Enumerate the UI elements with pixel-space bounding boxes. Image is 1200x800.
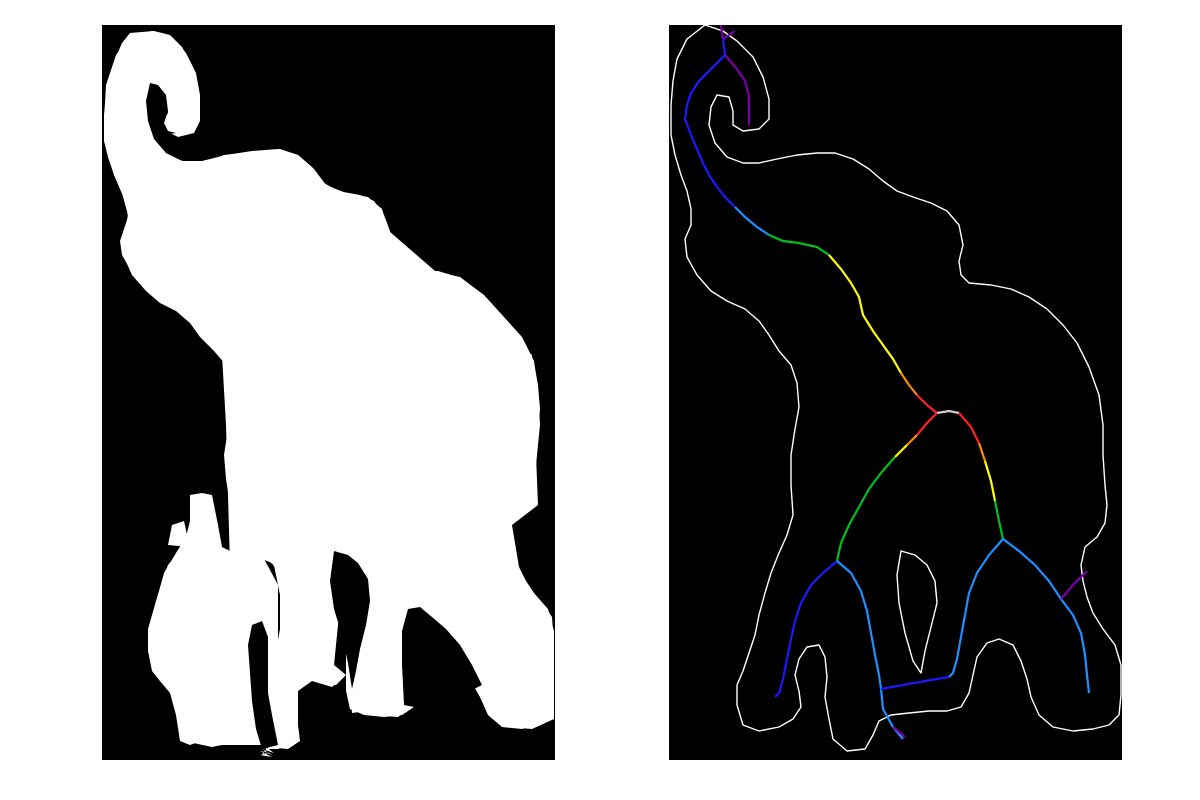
skeleton-right-branch-yellow xyxy=(983,460,997,502)
skeleton-left-branch-lower xyxy=(894,444,908,458)
elephant-front-leg xyxy=(176,365,252,741)
elephant-torso xyxy=(210,215,554,745)
skeleton-left-leg-c xyxy=(879,688,904,740)
skeleton-bottom-connector xyxy=(880,675,950,691)
skeleton-back-upper xyxy=(828,254,902,374)
skeleton-left-branch-top xyxy=(916,412,938,436)
skeleton-back-lower xyxy=(900,372,918,396)
skeleton-right-leg-a xyxy=(948,538,1004,678)
background xyxy=(669,25,1122,760)
binary-silhouette-panel xyxy=(102,25,555,760)
skeleton-right-branch-orange xyxy=(977,442,987,462)
skeleton-right-spur xyxy=(1060,570,1088,600)
skeleton-trunk-mid xyxy=(734,206,770,236)
skeleton-left-leg-a xyxy=(774,560,838,698)
skeleton-left-leg-b xyxy=(836,560,883,690)
skeleton-trunk-tip xyxy=(719,25,725,40)
skeleton-junction-upper xyxy=(916,394,938,414)
skeleton-neck xyxy=(768,233,830,256)
elephant-contour xyxy=(670,25,1122,752)
skeleton-left-branch-green xyxy=(835,456,896,562)
skeleton-trunk-tip-branch xyxy=(722,30,736,40)
skeleton-right-branch-green xyxy=(993,500,1005,540)
skeleton-trunk-curl xyxy=(724,54,751,125)
skeleton-junction-node xyxy=(936,409,960,415)
skeleton-overlay-panel xyxy=(669,25,1122,760)
skeleton-foot-left xyxy=(892,726,906,738)
skeleton-right-branch-top xyxy=(958,412,980,444)
skeleton-overlay-image xyxy=(669,25,1122,760)
leg-gap-middle xyxy=(330,551,370,689)
binary-silhouette-image xyxy=(102,25,555,760)
leg-gap-left xyxy=(248,621,278,749)
trunk-inner-gap xyxy=(146,83,176,135)
skeleton-right-leg-b xyxy=(1002,538,1091,694)
leg-gap-contour xyxy=(896,550,938,674)
skeleton-left-branch-mid xyxy=(906,434,918,446)
leg-gap-right xyxy=(402,607,482,707)
skeleton-trunk-upper xyxy=(683,38,736,208)
